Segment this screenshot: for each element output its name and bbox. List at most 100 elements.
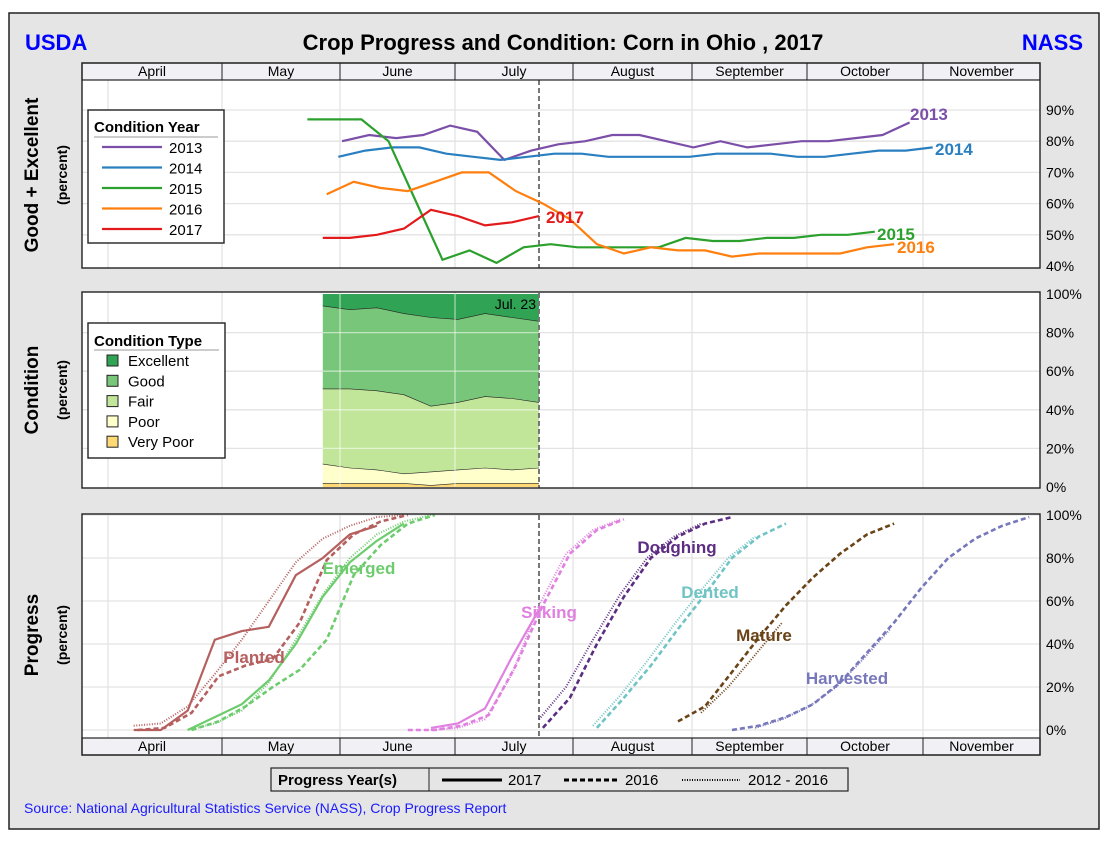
legend-label-2017: 2017 (508, 772, 541, 789)
progress-line-silking-2012-2016 (430, 518, 621, 731)
progress-line-silking-2016 (407, 518, 625, 732)
month-label: April (138, 738, 166, 754)
month-band (81, 62, 1041, 81)
legend-label: Very Poor (128, 434, 194, 451)
y-axis-title: Good + Excellent (22, 97, 43, 252)
y-axis-subtitle: (percent) (54, 360, 70, 420)
progress-panel: 0% 20% 40% 60% 80% 100% Planted Emerged Silking D… (22, 507, 1082, 756)
month-label: July (502, 63, 527, 79)
good-excellent-panel-background (82, 63, 1040, 268)
y-axis-title: Progress (22, 594, 43, 676)
month-label: July (502, 738, 527, 754)
y-tick-label: 0% (1046, 479, 1066, 495)
progress-line-silking-2017 (430, 609, 540, 729)
y-tick-label: 20% (1046, 679, 1074, 695)
month-label: November (949, 738, 1014, 754)
month-band (81, 737, 1041, 756)
y-tick-label: 80% (1046, 325, 1074, 341)
y-tick-label: 70% (1046, 164, 1074, 180)
series-end-label-2014: 2014 (935, 140, 973, 159)
legend-swatch-Good (106, 374, 119, 387)
y-tick-label: 90% (1046, 102, 1074, 118)
stage-label-silking: Silking (521, 603, 577, 622)
month-label: August (611, 738, 655, 754)
legend-label-2012-2016: 2012 - 2016 (748, 772, 828, 789)
stage-label-dented: Dented (681, 583, 739, 602)
legend-label-2016: 2016 (625, 772, 658, 789)
month-label: May (268, 63, 294, 79)
source-note: Source: National Agricultural Statistics… (24, 800, 507, 816)
month-label: October (840, 63, 890, 79)
legend-label: Fair (128, 394, 154, 411)
series-end-label-2015: 2015 (877, 225, 915, 244)
stage-label-mature: Mature (736, 626, 792, 645)
progress-line-doughing-2012-2016 (538, 522, 702, 720)
progress-line-doughing-2016 (541, 515, 733, 729)
legend-swatch-Fair (106, 395, 119, 408)
y-tick-label: 60% (1046, 593, 1074, 609)
y-tick-label: 80% (1046, 550, 1074, 566)
series-line-2016 (326, 171, 895, 258)
stage-label-doughing: Doughing (637, 538, 716, 557)
current-week-label: Jul. 23 (495, 296, 536, 312)
month-label: April (138, 63, 166, 79)
area-poor (322, 463, 539, 486)
legend-swatch-Very Poor (106, 435, 119, 448)
series-line-2013 (341, 121, 911, 162)
legend-label: Good (128, 373, 165, 390)
y-tick-label: 100% (1046, 286, 1082, 302)
month-label: May (268, 738, 294, 754)
legend-label: 2013 (169, 140, 202, 157)
legend-title: Condition Year (94, 119, 200, 136)
area-good (322, 305, 539, 406)
progress-line-planted-2012-2016 (133, 514, 404, 727)
y-axis-subtitle: (percent) (54, 605, 70, 665)
progress-line-emerged-2017 (187, 522, 405, 731)
y-tick-label: 0% (1046, 722, 1066, 738)
month-label: August (611, 63, 655, 79)
progress-line-planted-2017 (133, 524, 378, 732)
y-axis-subtitle: (percent) (54, 145, 70, 205)
progress-line-emerged-2016 (191, 513, 436, 732)
y-tick-label: 20% (1046, 440, 1074, 456)
stage-label-emerged: Emerged (323, 559, 396, 578)
series-line-2015 (307, 118, 875, 265)
legend-label: Excellent (128, 353, 190, 370)
usda-logo-text: USDA (25, 30, 87, 55)
y-tick-label: 40% (1046, 636, 1074, 652)
area-excellent (322, 294, 539, 321)
y-tick-label: 60% (1046, 363, 1074, 379)
progress-line-mature-2012-2016 (700, 621, 783, 714)
legend-label: 2014 (169, 161, 202, 178)
y-tick-label: 60% (1046, 196, 1074, 212)
progress-legend-title: Progress Year(s) (278, 772, 397, 789)
series-end-label-2017: 2017 (546, 208, 584, 227)
month-label: June (382, 738, 413, 754)
month-label: June (382, 63, 413, 79)
legend-label: 2016 (169, 202, 202, 219)
good-excellent-panel: 40%50%60%70%80%90%20132014201520162017Ap… (22, 62, 1074, 274)
area-very-poor (322, 483, 539, 487)
progress-panel-background (82, 514, 1040, 755)
y-axis-title: Condition (22, 346, 43, 435)
series-end-label-2013: 2013 (910, 105, 948, 124)
condition-year-legend: Condition Year 2013 2014 2015 2016 2017 (87, 109, 225, 244)
y-tick-label: 100% (1046, 507, 1082, 523)
legend-label: 2015 (169, 181, 202, 198)
month-label: October (840, 738, 890, 754)
progress-line-mature-2016 (677, 522, 895, 723)
chart-title: Crop Progress and Condition: Corn in Ohi… (303, 30, 824, 55)
legend-label: 2017 (169, 222, 202, 239)
month-label: November (949, 63, 1014, 79)
progress-line-harvested-2016 (731, 515, 1030, 732)
stage-label-planted: Planted (223, 648, 284, 667)
y-tick-label: 80% (1046, 133, 1074, 149)
condition-panel-background (82, 292, 1040, 488)
month-label: September (715, 63, 784, 79)
y-tick-label: 40% (1046, 402, 1074, 418)
legend-title: Condition Type (94, 333, 202, 350)
condition-panel: 0% 20% 40% 60% 80% 100% Jul. 23 Condition Type E… (22, 286, 1082, 495)
progress-line-harvested-2012-2016 (754, 628, 892, 729)
legend-swatch-Excellent (106, 354, 119, 367)
